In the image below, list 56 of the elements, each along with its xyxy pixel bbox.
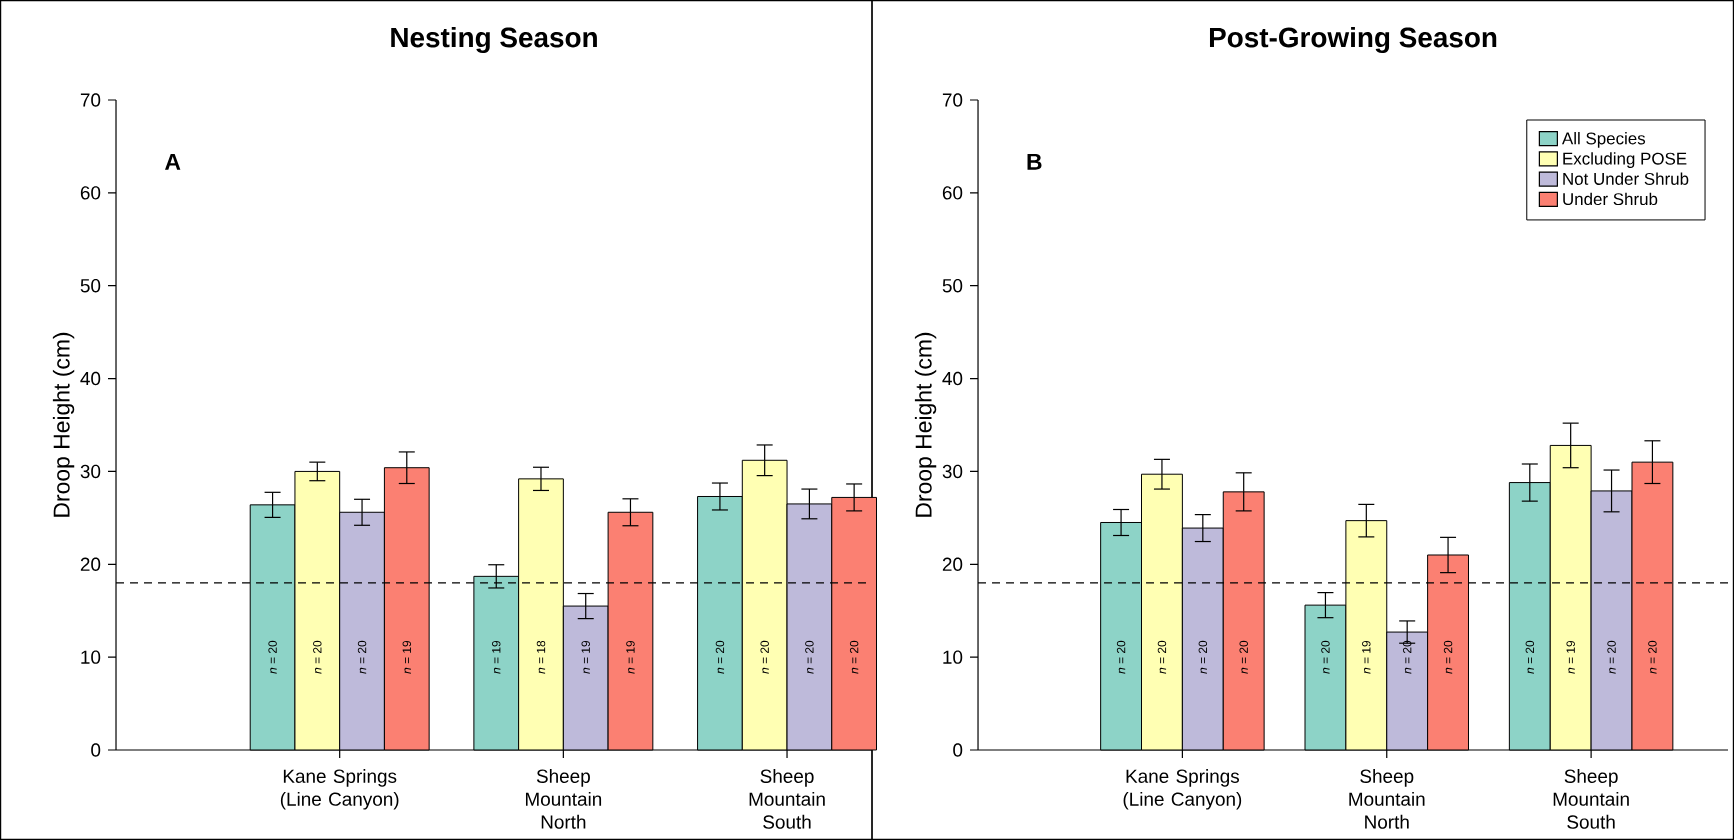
annotation: n = 19 [402,640,412,674]
x-tick-label: Sheep Mountain North [1349,769,1425,829]
x-tick-label: Sheep Mountain South [749,769,825,829]
y-tick-label: 60 [942,186,963,200]
annotation: B [1027,153,1042,170]
y-tick-label: 70 [80,93,101,107]
annotation: n = 20 [1157,640,1167,674]
annotation: n = 20 [268,640,277,674]
y-tick-label: 40 [80,371,101,386]
annotation: n = 20 [357,640,367,674]
annotation: n = 20 [849,640,859,674]
annotation: n = 20 [715,640,725,674]
legend-label: Excluding POSE [1563,152,1687,168]
chart-title: Nesting Season [391,26,597,53]
y-tick-label: 50 [942,279,963,293]
y-tick-label: 30 [942,464,963,479]
annotation: n = 19 [581,640,590,674]
annotation: n = 18 [536,640,546,674]
annotation: n = 20 [1525,640,1535,674]
y-tick-label: 20 [80,557,101,571]
annotation: n = 20 [760,640,769,674]
annotation: n = 20 [1443,640,1453,674]
annotation: n = 19 [1362,640,1371,674]
y-tick-label: 50 [80,279,101,293]
annotation: n = 20 [805,640,814,674]
annotation: n = 20 [1198,640,1208,674]
legend-label: Not Under Shrub [1563,172,1689,185]
legend-label: All Species [1561,131,1646,148]
legend-label: Under Shrub [1563,192,1658,206]
annotation: n = 20 [1648,640,1657,674]
y-tick-label: 0 [91,743,101,757]
y-tick-label: 70 [942,93,963,107]
annotation: n = 20 [313,640,322,674]
annotation: n = 19 [1566,640,1575,674]
y-tick-label: 40 [942,371,963,386]
annotation: n = 20 [1321,640,1330,674]
y-tick-label: 30 [80,464,101,479]
y-axis-title: Droop Height (cm) [914,332,937,517]
x-tick-label: Kane Springs (Line Canyon) [280,769,399,810]
x-tick-label: Kane Springs (Line Canyon) [1123,769,1242,810]
y-axis-title: Droop Height (cm) [52,332,75,517]
annotation: n = 20 [1607,640,1616,674]
annotation: n = 19 [626,640,635,674]
y-tick-label: 10 [81,650,101,664]
x-tick-label: Sheep Mountain North [525,769,602,829]
y-tick-label: 60 [80,186,101,200]
y-tick-label: 20 [942,557,963,571]
annotation: n = 20 [1116,640,1126,674]
y-tick-label: 0 [953,743,963,757]
annotation: n = 20 [1239,640,1248,674]
annotation: n = 19 [492,640,501,674]
chart-title: Post-Growing Season [1209,26,1497,53]
x-tick-label: Sheep Mountain South [1553,769,1629,829]
annotation: A [165,153,181,170]
annotation: n = 20 [1402,640,1412,674]
y-tick-label: 10 [943,650,963,664]
